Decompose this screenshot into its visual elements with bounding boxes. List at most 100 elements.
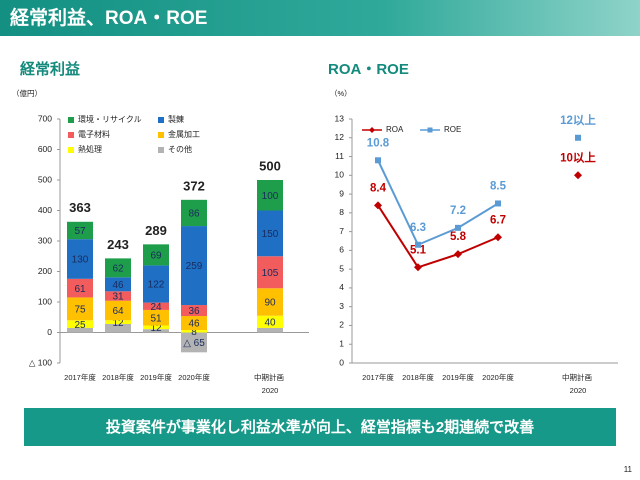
data-label: 12 xyxy=(112,318,124,329)
legend-label: 製錬 xyxy=(168,114,184,124)
bar-segment xyxy=(181,316,207,331)
data-label: △ 65 xyxy=(183,338,205,349)
marker xyxy=(415,241,421,248)
bar-segment xyxy=(257,256,283,289)
data-label: 6.3 xyxy=(410,222,426,234)
data-label: 64 xyxy=(112,306,124,317)
header-bar xyxy=(0,0,640,36)
banner-text: 投資案件が事業化し利益水準が向上、経営指標も2期連続で改善 xyxy=(106,418,534,436)
bar-segment xyxy=(67,327,93,333)
y-tick-label: 500 xyxy=(38,174,52,184)
bar-segment xyxy=(181,199,207,227)
data-label: 75 xyxy=(74,305,86,316)
total-label: 289 xyxy=(145,223,167,238)
y-axis-label: （%） xyxy=(330,89,352,98)
legend-marker xyxy=(427,127,433,133)
data-label: 130 xyxy=(72,255,89,266)
y-tick-label: 300 xyxy=(38,235,52,245)
marker xyxy=(455,224,461,231)
x-tick-label: 中期計画 2020 xyxy=(254,372,286,395)
x-tick-label: 2020年度 xyxy=(482,372,514,382)
data-label: 12以上 xyxy=(560,113,596,127)
legend-label: その他 xyxy=(168,144,192,154)
legend-marker xyxy=(369,127,375,133)
y-tick-label: 12 xyxy=(335,132,345,142)
legend-swatch xyxy=(158,132,164,138)
bar-segment xyxy=(143,309,169,326)
total-label: 363 xyxy=(69,200,91,215)
data-label: 259 xyxy=(186,261,203,272)
y-tick-label: 2 xyxy=(339,320,344,330)
marker xyxy=(574,171,582,180)
y-tick-label: 6 xyxy=(339,245,344,255)
bar-segment xyxy=(105,277,131,292)
legend-label: 熱処理 xyxy=(78,144,102,154)
y-tick-label: 700 xyxy=(38,113,52,123)
bar-segment xyxy=(257,210,283,257)
x-tick-label: 2019年度 xyxy=(442,372,474,382)
bar-segment xyxy=(105,300,131,321)
banner xyxy=(24,408,616,446)
y-tick-label: 13 xyxy=(335,113,345,123)
y-tick-label: 200 xyxy=(38,266,52,276)
y-tick-label: 100 xyxy=(38,296,52,306)
legend-label: ROA xyxy=(386,125,404,134)
bar-segment xyxy=(105,323,131,333)
legend-swatch xyxy=(68,117,74,123)
y-tick-label: 1 xyxy=(339,338,344,348)
x-tick-label: 2017年度 xyxy=(362,372,394,382)
bar-segment xyxy=(143,325,169,330)
marker xyxy=(575,134,581,141)
bar-segment xyxy=(105,320,131,324)
legend-swatch xyxy=(158,117,164,123)
x-tick-label: 中期計画 2020 xyxy=(562,372,594,395)
x-tick-label: 2018年度 xyxy=(402,372,434,382)
bar-segment xyxy=(257,180,283,211)
bar-segment xyxy=(181,332,207,353)
bar-segment xyxy=(105,258,131,278)
bar-segment xyxy=(143,329,169,333)
data-label: 36 xyxy=(188,306,200,317)
y-tick-label: 11 xyxy=(335,151,344,161)
x-tick-label: 2019年度 xyxy=(140,372,172,382)
data-label: 100 xyxy=(262,191,279,202)
data-label: 25 xyxy=(74,320,86,331)
y-tick-label: 3 xyxy=(339,301,344,311)
y-tick-label: 0 xyxy=(339,357,344,367)
total-label: 372 xyxy=(183,178,205,193)
data-label: 57 xyxy=(74,226,86,237)
bar-segment xyxy=(67,221,93,240)
marker xyxy=(495,200,501,207)
data-label: 12 xyxy=(150,323,162,334)
data-label: 8.5 xyxy=(490,180,507,192)
data-label: 6.7 xyxy=(490,214,506,226)
chart-title: ROA・ROE xyxy=(328,61,409,78)
y-tick-label: 600 xyxy=(38,144,52,154)
bar-segment xyxy=(67,278,93,298)
bar-segment xyxy=(67,239,93,279)
x-tick-label: 2020年度 xyxy=(178,372,210,382)
data-label: 24 xyxy=(150,302,162,313)
data-label: 90 xyxy=(264,298,276,309)
bar-segment xyxy=(181,330,207,333)
bar-segment xyxy=(67,320,93,328)
line xyxy=(378,138,578,245)
marker xyxy=(454,250,462,259)
y-tick-label: 400 xyxy=(38,205,52,215)
header-title: 経常利益、ROA・ROE xyxy=(10,6,207,29)
page-number: 11 xyxy=(624,465,633,474)
legend-label: 電子材料 xyxy=(78,129,110,139)
bar-segment xyxy=(257,288,283,316)
marker xyxy=(414,263,422,272)
y-tick-label: 0 xyxy=(47,327,52,337)
bar-segment xyxy=(257,315,283,328)
y-axis-label: （億円） xyxy=(12,88,42,98)
chart-title: 経常利益 xyxy=(20,60,80,78)
data-label: 8 xyxy=(191,327,197,338)
line xyxy=(378,175,578,267)
bar-segment xyxy=(257,327,283,333)
data-label: 31 xyxy=(112,292,124,303)
data-label: 46 xyxy=(188,319,200,330)
y-tick-label: 4 xyxy=(339,282,344,292)
total-label: 500 xyxy=(259,158,281,173)
